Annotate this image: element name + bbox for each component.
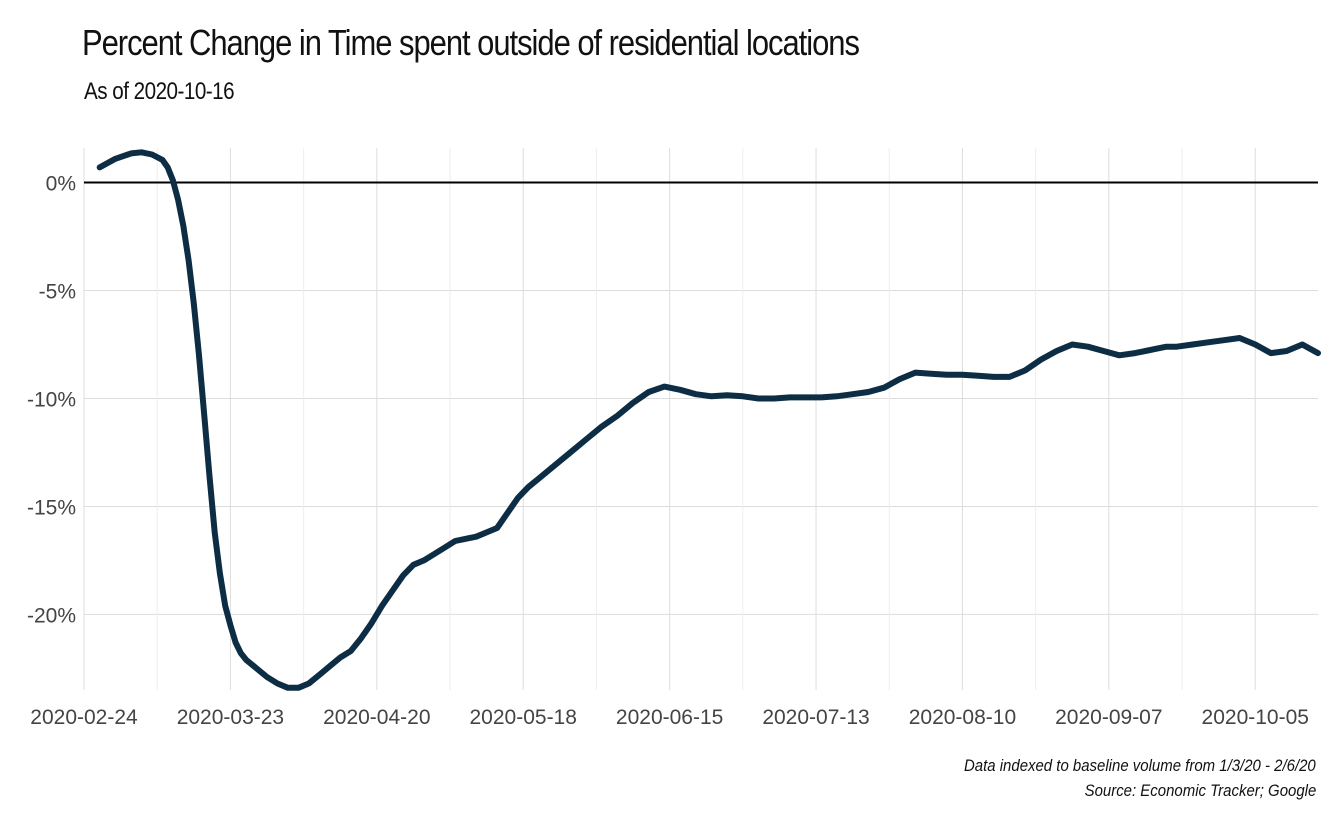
x-tick-label: 2020-05-18	[470, 706, 577, 729]
x-tick-label: 2020-10-05	[1202, 706, 1309, 729]
chart-title: Percent Change in Time spent outside of …	[82, 22, 860, 63]
x-tick-label: 2020-09-07	[1055, 706, 1162, 729]
y-tick-label: -10%	[27, 388, 76, 411]
caption-source: Source: Economic Tracker; Google	[1084, 781, 1316, 800]
y-axis-ticks: 0% -5% -10% -15% -20%	[27, 173, 76, 628]
x-tick-label: 2020-02-24	[30, 706, 138, 729]
grid-layer	[83, 148, 1318, 690]
series-line	[96, 149, 1321, 691]
x-tick-label: 2020-08-10	[909, 706, 1016, 729]
x-tick-label: 2020-06-15	[616, 706, 723, 729]
caption-note: Data indexed to baseline volume from 1/3…	[964, 756, 1316, 775]
series-layer	[96, 149, 1321, 691]
y-tick-label: 0%	[46, 173, 76, 196]
y-tick-label: -20%	[27, 604, 76, 627]
y-tick-label: -5%	[39, 281, 76, 304]
chart-subtitle: As of 2020-10-16	[84, 78, 235, 105]
x-tick-label: 2020-03-23	[177, 706, 284, 729]
x-tick-label: 2020-07-13	[762, 706, 869, 729]
x-axis-ticks: 2020-02-24 2020-03-23 2020-04-20 2020-05-18…	[30, 706, 1309, 729]
x-tick-label: 2020-04-20	[323, 706, 430, 729]
y-tick-label: -15%	[27, 496, 76, 519]
